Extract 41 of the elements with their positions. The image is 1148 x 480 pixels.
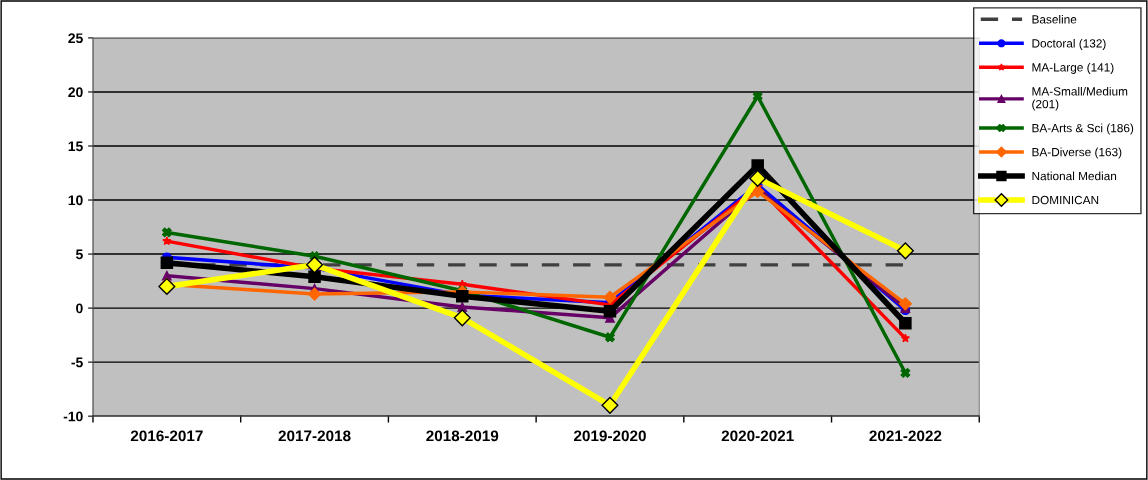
legend-label: MA-Small/Medium (201) [1032,86,1128,111]
point [305,256,324,274]
point [603,305,617,318]
point [161,227,172,238]
y-tick-label: -5 [71,357,83,368]
point [158,277,176,296]
legend-label: Baseline [1032,14,1077,24]
point [453,309,471,327]
legend-label: DOMINICAN [1032,195,1099,205]
point [162,236,172,246]
y-tick-label: -10 [63,411,83,422]
point [603,290,617,304]
point [749,169,767,187]
y-tick-label: 5 [75,249,83,260]
point [751,159,764,172]
y-tick-label: 0 [76,303,83,314]
legend-label: National Median [1032,171,1117,181]
point [900,368,911,378]
legend-label: BA-Arts & Sci (186) [1032,123,1134,135]
x-tick-label: 2017-2018 [278,430,351,442]
point [899,316,912,330]
point [307,287,322,301]
legend-label: Doctoral (132) [1032,38,1106,50]
x-tick-label: 2018-2019 [426,430,499,442]
legend-label: MA-Large (141) [1032,62,1114,74]
y-tick-label: 25 [68,33,83,44]
x-tick-label: 2016-2017 [130,430,203,442]
point [601,396,619,414]
point [898,297,912,311]
point [160,256,174,269]
point [605,332,615,343]
point [900,333,911,343]
point [308,270,321,284]
x-tick-label: 2021-2022 [869,430,942,442]
x-tick-label: 2020-2021 [721,430,794,442]
x-tick-label: 2019-2020 [573,430,646,442]
y-tick-label: 10 [68,195,83,206]
y-tick-label: 15 [68,141,83,152]
y-tick-label: 20 [68,87,83,98]
point [896,242,914,260]
legend-label: BA-Diverse (163) [1032,147,1122,159]
